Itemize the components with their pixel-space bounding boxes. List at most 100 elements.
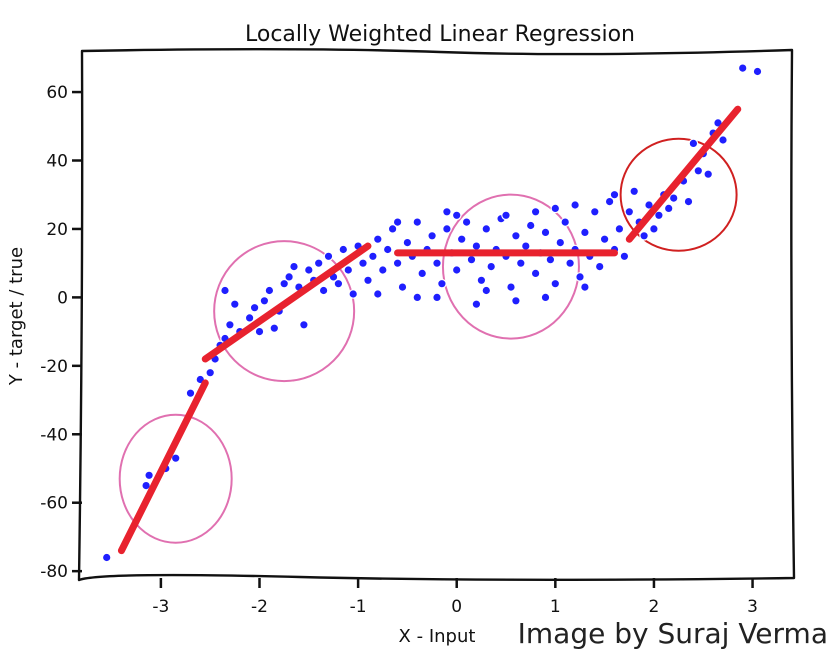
- data-point-28: [323, 251, 334, 262]
- data-point-33: [348, 289, 358, 299]
- data-point-48: [402, 237, 413, 248]
- data-point-74: [530, 268, 541, 279]
- data-point-117: [530, 207, 541, 217]
- data-point-119: [451, 210, 462, 221]
- data-point-129: [609, 189, 620, 200]
- data-point-65: [486, 261, 496, 272]
- data-point-114: [392, 217, 403, 227]
- data-point-106: [693, 166, 704, 176]
- data-point-112: [737, 63, 748, 73]
- data-point-91: [614, 224, 625, 234]
- data-point-104: [683, 196, 694, 207]
- y-tick-label--40: -40: [40, 425, 68, 445]
- data-point-42: [372, 234, 383, 244]
- y-tick-label-0: 0: [57, 288, 68, 308]
- data-point-76: [540, 227, 551, 238]
- data-point-118: [570, 200, 580, 210]
- neighborhood-circle-2: [213, 240, 356, 383]
- data-point-8: [205, 367, 215, 378]
- data-point-54: [432, 258, 442, 268]
- data-point-58: [451, 265, 462, 275]
- data-point-113: [752, 66, 763, 77]
- data-point-46: [392, 258, 403, 268]
- y-axis-label: Y - target / true: [6, 247, 27, 386]
- data-point-86: [589, 207, 600, 217]
- data-point-64: [481, 224, 492, 234]
- data-point-88: [599, 234, 610, 244]
- y-axis-ticks: -80 -60 -40 -20 0 20 40 60: [40, 83, 82, 582]
- data-point-35: [358, 258, 368, 268]
- data-point-122: [550, 203, 561, 214]
- data-point-126: [501, 210, 511, 221]
- image-credit: Image by Suraj Verma: [517, 617, 828, 650]
- data-point-96: [639, 231, 649, 241]
- data-point-120: [372, 289, 383, 299]
- x-tick-label-3: 3: [747, 597, 758, 617]
- data-point-50: [412, 217, 423, 227]
- data-point-84: [580, 227, 590, 238]
- plot-frame: [77, 48, 796, 582]
- data-point-51: [417, 268, 427, 279]
- y-tick-label--60: -60: [40, 494, 68, 514]
- data-point-31: [338, 244, 349, 255]
- neighborhood-circle-3: [441, 193, 580, 340]
- data-point-32: [343, 265, 354, 275]
- x-tick-label-0: 0: [451, 597, 462, 617]
- chart-title: Locally Weighted Linear Regression: [245, 22, 635, 47]
- data-point-121: [511, 295, 521, 306]
- data-point-98: [649, 224, 659, 234]
- fit-segment-4: [625, 105, 742, 243]
- data-point-56: [442, 224, 452, 234]
- data-point-55: [437, 278, 447, 289]
- data-point-43: [377, 265, 388, 275]
- data-point-97: [644, 200, 654, 210]
- data-point-14: [244, 313, 255, 323]
- data-point-15: [249, 302, 260, 313]
- data-point-127: [442, 207, 452, 217]
- data-point-116: [481, 285, 492, 296]
- data-point-83: [575, 272, 585, 282]
- data-point-59: [456, 234, 467, 244]
- x-axis-ticks: -3 -2 -1 0 1 2 3: [152, 578, 758, 617]
- neighborhood-circles: [118, 137, 738, 544]
- data-point-87: [594, 261, 605, 272]
- data-point-61: [466, 254, 477, 265]
- data-point-89: [604, 196, 615, 207]
- data-point-108: [703, 169, 713, 179]
- data-point-30: [333, 278, 344, 289]
- data-point-38: [230, 299, 240, 309]
- data-point-27: [318, 285, 329, 296]
- fit-segment-2: [201, 242, 372, 363]
- x-axis-label: X - Input: [399, 626, 476, 647]
- data-point-40: [289, 261, 299, 272]
- y-tick-label--80: -80: [40, 562, 68, 582]
- data-point-45: [387, 224, 398, 234]
- data-point-18: [264, 285, 275, 296]
- data-point-102: [668, 193, 679, 203]
- data-point-37: [220, 285, 230, 296]
- data-point-99: [654, 210, 664, 221]
- data-point-12: [225, 319, 235, 330]
- data-point-78: [550, 278, 561, 289]
- data-point-36: [363, 275, 373, 286]
- data-point-26: [313, 258, 324, 268]
- data-point-24: [303, 265, 314, 275]
- data-point-6: [185, 388, 196, 398]
- data-point-20: [279, 278, 289, 289]
- data-point-125: [580, 282, 590, 292]
- data-point-21: [284, 272, 294, 282]
- data-point-47: [397, 282, 408, 292]
- data-point-94: [629, 186, 639, 197]
- data-point-92: [619, 251, 630, 262]
- scatter-points: [101, 63, 763, 563]
- data-point-111: [718, 135, 728, 145]
- data-point-105: [688, 138, 699, 149]
- data-point-81: [565, 258, 575, 268]
- fit-lines: [117, 105, 742, 555]
- data-point-1: [101, 552, 112, 563]
- y-tick-label-40: 40: [46, 152, 68, 172]
- data-point-62: [471, 241, 482, 251]
- fit-segment-1: [117, 379, 209, 555]
- data-point-93: [624, 207, 635, 217]
